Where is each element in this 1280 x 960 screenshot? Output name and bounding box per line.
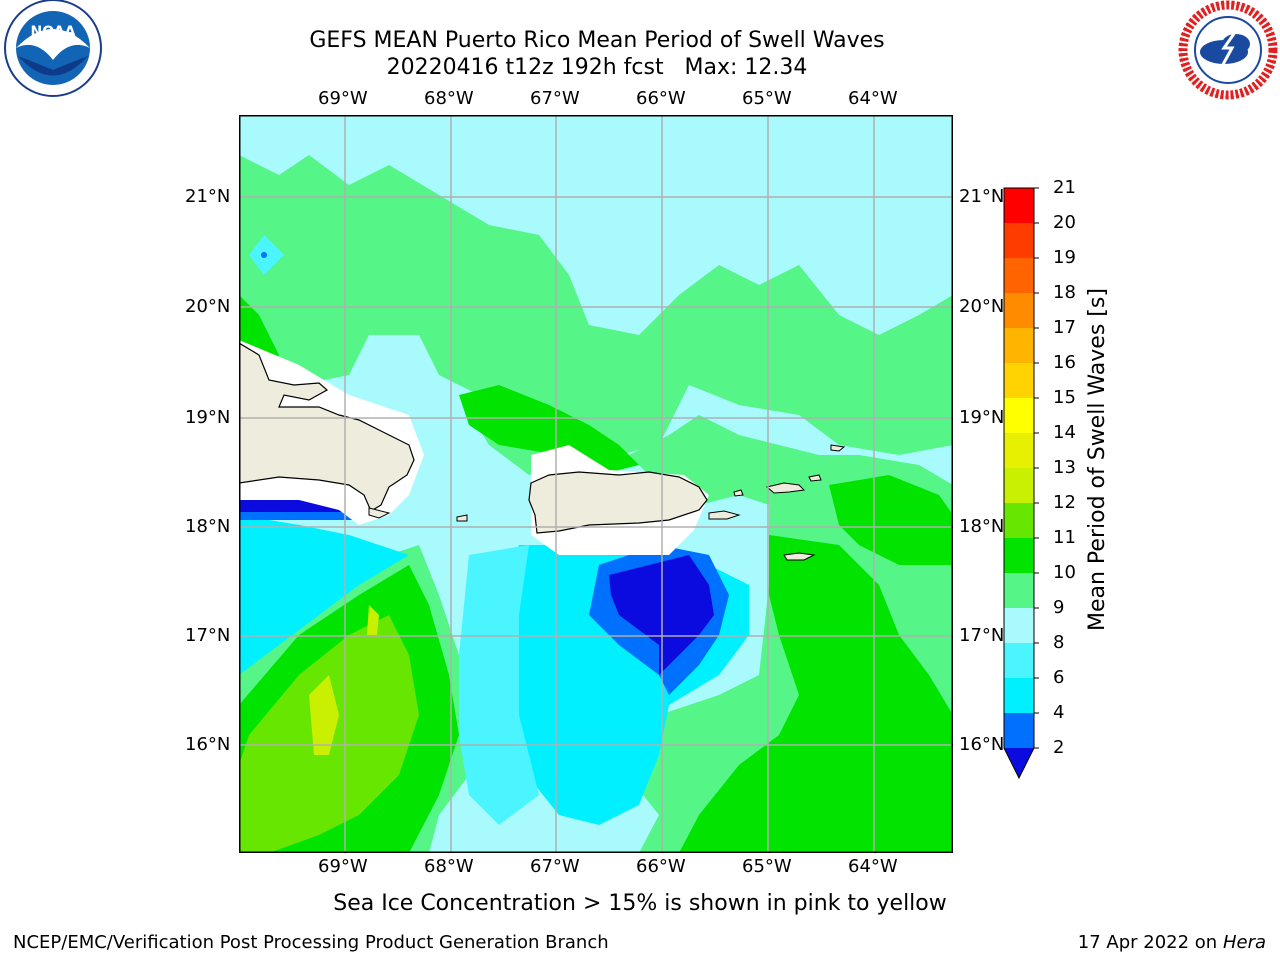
graticule (239, 115, 953, 853)
colorbar-tick-label: 16 (1053, 352, 1076, 373)
field-2-4-spot (261, 252, 267, 258)
lon-label-top-66w: 66°W (636, 88, 686, 109)
field-11-12-c (829, 475, 953, 565)
field-13-14-a (309, 675, 339, 755)
lat-label-left-18n: 18°N (185, 516, 231, 537)
lon-label-bottom-69w: 69°W (318, 856, 368, 877)
colorbar-tick-label: 14 (1053, 422, 1076, 443)
colorbar-band (1004, 398, 1034, 433)
sea-ice-note: Sea Ice Concentration > 15% is shown in … (333, 891, 947, 916)
footer-credit: NCEP/EMC/Verification Post Processing Pr… (13, 932, 609, 953)
colorbar-tick-label: 13 (1053, 457, 1076, 478)
lon-label-bottom-66w: 66°W (636, 856, 686, 877)
colorbar-band (1004, 608, 1034, 643)
colorbar-band (1004, 188, 1034, 223)
colorbar-band (1004, 433, 1034, 468)
colorbar-tick-label: 10 (1053, 562, 1076, 583)
colorbar-band (1004, 363, 1034, 398)
colorbar-band (1004, 468, 1034, 503)
colorbar-tick-label: 17 (1053, 317, 1076, 338)
colorbar-band (1004, 503, 1034, 538)
land-st-croix (783, 552, 816, 561)
swell-period-map (239, 115, 953, 853)
field-11-12-d (679, 535, 953, 853)
colorbar-tick-label: 8 (1053, 632, 1065, 653)
lon-label-top-67w: 67°W (530, 88, 580, 109)
lon-label-top-69w: 69°W (318, 88, 368, 109)
colorbar-tick-label: 21 (1053, 177, 1076, 198)
colorbar-band (1004, 573, 1034, 608)
footer-date-text: 17 Apr 2022 on (1077, 932, 1223, 953)
field-8-9-central (459, 545, 539, 825)
colorbar (1003, 187, 1039, 780)
lat-label-left-17n: 17°N (185, 625, 231, 646)
lat-label-left-16n: 16°N (185, 734, 231, 755)
field-10-11-north (239, 155, 953, 455)
land-virgin-islands-2 (808, 474, 822, 482)
svg-text:NOAA: NOAA (31, 24, 76, 40)
colorbar-tick-label: 4 (1053, 702, 1065, 723)
colorbar-tick-label: 11 (1053, 527, 1076, 548)
colorbar-tick-label: 20 (1053, 212, 1076, 233)
lon-label-bottom-67w: 67°W (530, 856, 580, 877)
chart-title: GEFS MEAN Puerto Rico Mean Period of Swe… (309, 28, 885, 53)
colorbar-tick-label: 9 (1053, 597, 1065, 618)
lat-label-right-17n: 17°N (959, 625, 1005, 646)
lat-label-right-18n: 18°N (959, 516, 1005, 537)
colorbar-band (1004, 748, 1034, 778)
lat-label-right-21n: 21°N (959, 186, 1005, 207)
land-hispaniola-southwest (368, 507, 391, 519)
lon-label-top-68w: 68°W (424, 88, 474, 109)
land-mona (456, 514, 468, 522)
land-virgin-islands (765, 482, 806, 494)
lon-label-top-65w: 65°W (742, 88, 792, 109)
colorbar-tick-label: 18 (1053, 282, 1076, 303)
field-4-6-west (239, 512, 359, 520)
lat-label-left-19n: 19°N (185, 407, 231, 428)
colorbar-band (1004, 538, 1034, 573)
colorbar-outline (1003, 187, 1035, 780)
lat-label-right-20n: 20°N (959, 296, 1005, 317)
colorbar-tick-label: 19 (1053, 247, 1076, 268)
lat-label-left-21n: 21°N (185, 186, 231, 207)
land-vieques (708, 510, 741, 520)
colorbar-tick-label: 2 (1053, 737, 1065, 758)
lon-label-bottom-68w: 68°W (424, 856, 474, 877)
field-10-11-mid (459, 395, 953, 585)
footer-host: Hera (1222, 932, 1266, 953)
colorbar-band (1004, 643, 1034, 678)
colorbar-tick-label: 6 (1053, 667, 1065, 688)
land-culebra (733, 489, 744, 497)
lon-label-bottom-64w: 64°W (848, 856, 898, 877)
lat-label-left-20n: 20°N (185, 296, 231, 317)
footer-date: 17 Apr 2022 on Hera (1078, 932, 1266, 954)
field-11-12-a (459, 385, 639, 475)
field-13-14-b (367, 605, 379, 635)
land-hispaniola (239, 342, 415, 512)
colorbar-band (1004, 713, 1034, 748)
field-6-8-west (239, 515, 409, 675)
colorbar-band (1004, 328, 1034, 363)
colorbar-tick-label: 15 (1053, 387, 1076, 408)
chart-subtitle: 20220416 t12z 192h fcst Max: 12.34 (386, 55, 808, 80)
colorbar-label: Mean Period of Swell Waves [s] (1085, 288, 1110, 631)
lat-label-right-16n: 16°N (959, 734, 1005, 755)
colorbar-band (1004, 293, 1034, 328)
colorbar-tick-label: 12 (1053, 492, 1076, 513)
lon-label-bottom-65w: 65°W (742, 856, 792, 877)
colorbar-band (1004, 258, 1034, 293)
land-anegada (830, 444, 846, 452)
lon-label-top-64w: 64°W (848, 88, 898, 109)
lat-label-right-19n: 19°N (959, 407, 1005, 428)
colorbar-band (1004, 223, 1034, 258)
colorbar-band (1004, 678, 1034, 713)
nws-logo (1178, 0, 1278, 100)
noaa-logo: NOAA (4, 0, 102, 97)
